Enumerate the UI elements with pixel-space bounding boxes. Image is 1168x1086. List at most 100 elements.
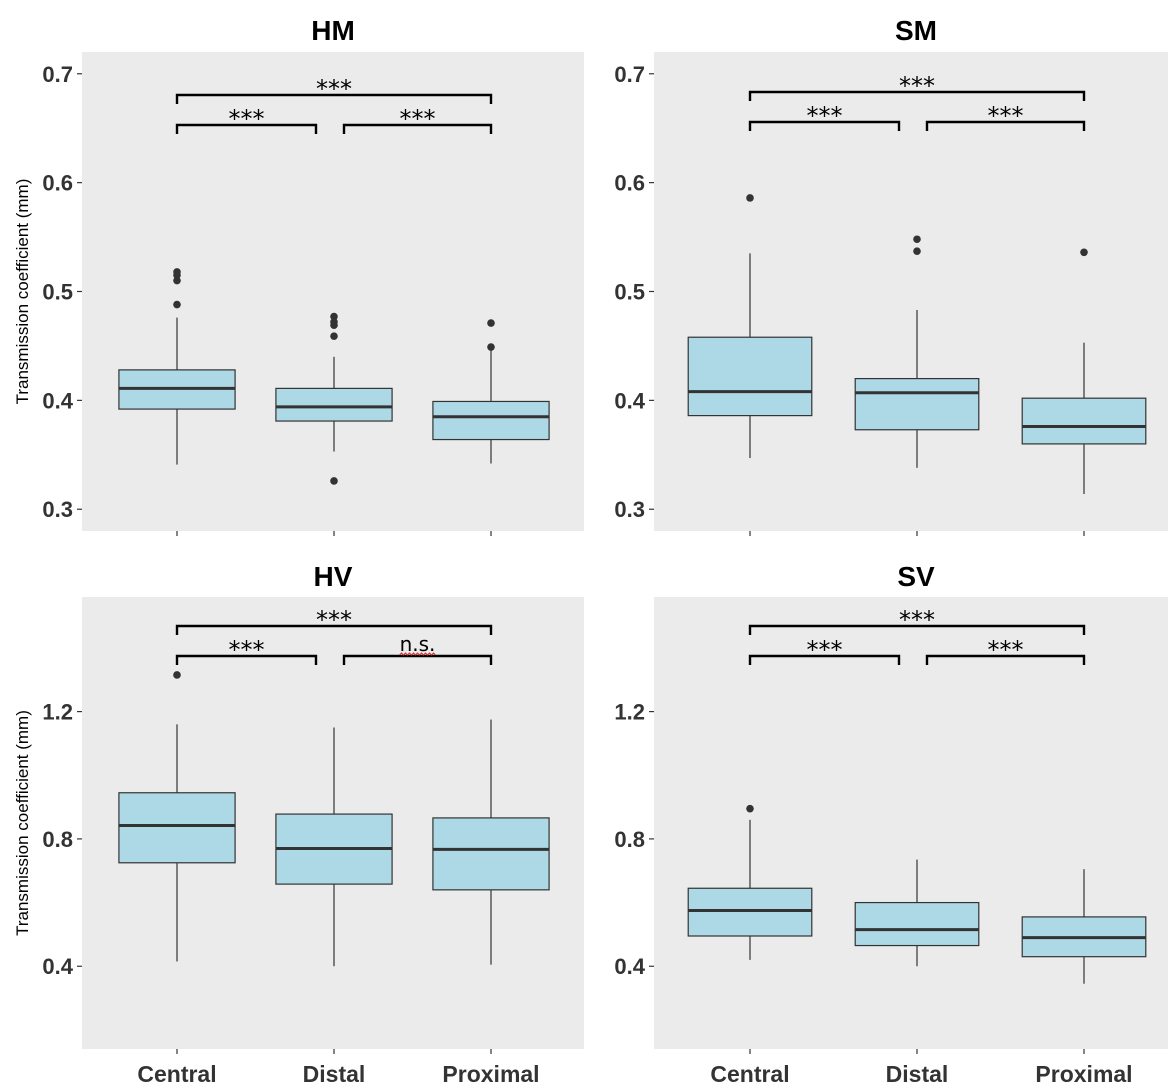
y-axis-label: Transmission coefficient (mm) bbox=[13, 179, 32, 405]
y-tick-label: 0.6 bbox=[42, 171, 73, 196]
panel-title: SM bbox=[895, 15, 937, 46]
significance-label: *** bbox=[400, 105, 436, 133]
bracket-line bbox=[925, 120, 1086, 131]
panel-background bbox=[654, 52, 1168, 531]
outlier-point bbox=[913, 235, 921, 244]
outlier-point bbox=[330, 477, 338, 485]
outlier-point bbox=[487, 319, 495, 327]
y-tick-label: 0.5 bbox=[614, 280, 645, 305]
box-iqr bbox=[432, 817, 550, 891]
x-tick-label-distal: Distal bbox=[303, 1061, 366, 1086]
panel-title: HV bbox=[314, 561, 353, 592]
x-tick-label-central: Central bbox=[137, 1061, 216, 1086]
y-tick-label: 0.4 bbox=[614, 954, 645, 979]
box-iqr bbox=[854, 901, 980, 947]
x-tick-label-proximal: Proximal bbox=[442, 1061, 539, 1086]
outlier-point bbox=[746, 804, 754, 813]
box-central bbox=[118, 268, 236, 465]
outlier-point bbox=[913, 247, 921, 256]
outlier-point bbox=[173, 671, 181, 679]
x-tick-label-central: Central bbox=[710, 1061, 789, 1086]
outlier-point bbox=[330, 312, 338, 321]
bracket-line bbox=[748, 654, 901, 665]
y-tick-label: 0.3 bbox=[614, 497, 645, 522]
outlier-point bbox=[487, 343, 495, 351]
bracket-line bbox=[748, 624, 1086, 635]
box-iqr bbox=[118, 792, 236, 864]
box-iqr bbox=[275, 387, 393, 422]
box-distal bbox=[275, 727, 393, 967]
box-iqr bbox=[687, 336, 813, 417]
significance-label: *** bbox=[229, 636, 265, 664]
bracket-line bbox=[342, 123, 493, 134]
bracket-line bbox=[925, 654, 1086, 665]
significance-label: *** bbox=[899, 606, 935, 634]
outlier-point bbox=[173, 276, 181, 285]
y-tick-label: 0.3 bbox=[42, 497, 73, 522]
significance-bracket: *** bbox=[175, 105, 318, 134]
y-tick-label: 0.7 bbox=[42, 62, 73, 87]
significance-label: *** bbox=[988, 636, 1024, 664]
y-tick-label: 0.4 bbox=[42, 954, 73, 979]
significance-bracket: *** bbox=[748, 606, 1086, 635]
spellcheck-squiggle bbox=[399, 652, 436, 656]
significance-bracket: *** bbox=[748, 72, 1086, 101]
outlier-point bbox=[1080, 248, 1088, 257]
significance-label: *** bbox=[807, 102, 843, 130]
significance-bracket: *** bbox=[925, 636, 1086, 665]
y-tick-label: 0.8 bbox=[42, 827, 73, 852]
significance-bracket: *** bbox=[175, 75, 493, 104]
outlier-point bbox=[330, 332, 338, 340]
panel-sv: SV 0.4 0.8 1.2 Central Distal Proximal *** *** **… bbox=[614, 561, 1168, 1086]
box-distal bbox=[854, 235, 980, 468]
significance-bracket: *** bbox=[175, 606, 493, 635]
panel-background bbox=[82, 52, 584, 531]
outlier-point bbox=[746, 194, 754, 202]
outlier-point bbox=[330, 318, 338, 326]
box-iqr bbox=[1021, 397, 1147, 445]
y-tick-label: 1.2 bbox=[614, 700, 645, 725]
significance-bracket: *** bbox=[342, 105, 493, 134]
significance-bracket: n.s. bbox=[342, 632, 493, 665]
panel-title: SV bbox=[897, 561, 935, 592]
significance-label: *** bbox=[807, 636, 843, 664]
panel-title: HM bbox=[311, 15, 355, 46]
box-central bbox=[118, 671, 236, 962]
significance-bracket: *** bbox=[175, 636, 318, 665]
outlier-point bbox=[173, 268, 181, 276]
significance-label: *** bbox=[316, 606, 352, 634]
box-central bbox=[687, 194, 813, 459]
box-proximal bbox=[1021, 869, 1147, 984]
y-tick-label: 0.8 bbox=[614, 827, 645, 852]
panel-background bbox=[654, 597, 1168, 1049]
panel-hv: HV Transmission coefficient (mm) 0.4 0.8 1.2… bbox=[13, 561, 584, 1086]
y-tick-label: 0.4 bbox=[42, 388, 73, 413]
box-iqr bbox=[854, 377, 980, 431]
bracket-line bbox=[175, 93, 493, 104]
significance-bracket: *** bbox=[748, 636, 901, 665]
significance-bracket: *** bbox=[925, 102, 1086, 131]
y-tick-label: 0.7 bbox=[614, 62, 645, 87]
y-tick-label: 1.2 bbox=[42, 700, 73, 725]
bracket-line bbox=[175, 123, 318, 134]
significance-label: *** bbox=[316, 75, 352, 103]
panel-sm: SM 0.3 0.4 0.5 0.6 0.7 *** *** *** bbox=[614, 15, 1168, 536]
x-tick-label-proximal: Proximal bbox=[1035, 1061, 1132, 1086]
panel-hm: HM Transmission coefficient (mm) 0.3 0.4 0.5… bbox=[13, 15, 584, 536]
bracket-line bbox=[748, 120, 901, 131]
y-tick-label: 0.4 bbox=[614, 388, 645, 413]
significance-label: *** bbox=[229, 105, 265, 133]
bracket-line bbox=[748, 90, 1086, 101]
box-proximal bbox=[1021, 248, 1147, 494]
y-tick-label: 0.5 bbox=[42, 280, 73, 305]
x-tick-label-distal: Distal bbox=[886, 1061, 949, 1086]
bracket-line bbox=[175, 654, 318, 665]
box-proximal bbox=[432, 319, 550, 464]
significance-bracket: *** bbox=[748, 102, 901, 131]
outlier-point bbox=[173, 300, 181, 309]
significance-label: *** bbox=[988, 102, 1024, 130]
bracket-line bbox=[175, 624, 493, 635]
box-distal bbox=[854, 859, 980, 967]
significance-label: *** bbox=[899, 72, 935, 100]
